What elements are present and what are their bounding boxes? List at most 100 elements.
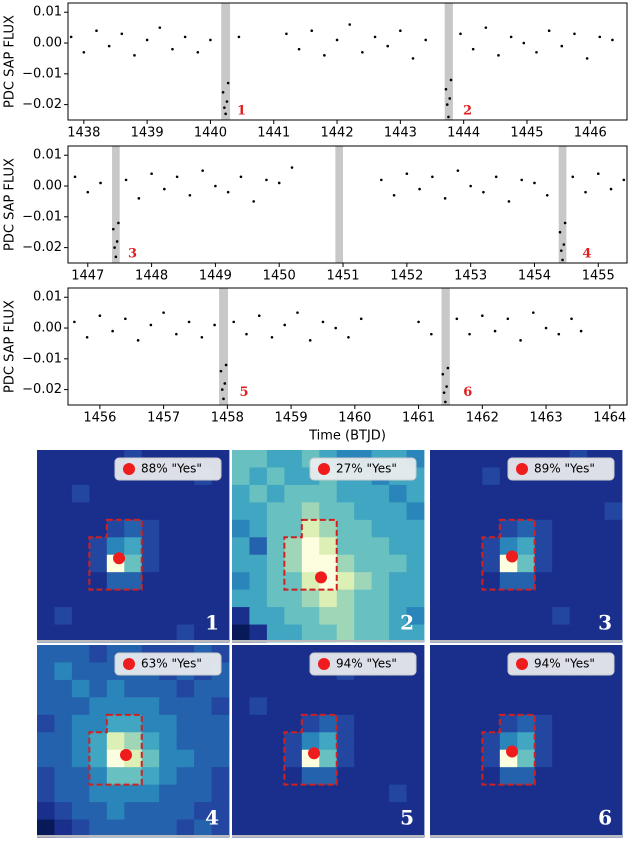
pixel <box>211 572 230 591</box>
x-tick-label: 1463 <box>530 411 563 426</box>
pixel <box>389 679 407 698</box>
image-label: 1 <box>205 611 219 635</box>
pixel <box>71 484 90 503</box>
pixel <box>232 767 250 786</box>
pixel <box>447 662 466 681</box>
pixel <box>336 519 355 538</box>
pixel <box>159 589 178 608</box>
pixel <box>354 484 373 503</box>
pixel <box>371 819 390 838</box>
legend-marker <box>516 463 528 475</box>
pixel <box>604 784 623 803</box>
pixel <box>336 697 355 716</box>
pixel <box>569 819 588 838</box>
pixel <box>124 802 143 820</box>
pixel <box>447 450 466 468</box>
x-axis-label: Time (BTJD) <box>308 429 386 444</box>
pixel <box>176 802 195 820</box>
pixel <box>249 537 268 556</box>
pixel <box>319 732 338 751</box>
pixel <box>159 572 178 591</box>
pixel <box>389 519 407 538</box>
pixel <box>37 784 55 803</box>
flux-point <box>163 187 166 191</box>
pixel <box>534 819 553 838</box>
flux-point <box>113 246 116 249</box>
pixel <box>406 714 425 733</box>
flux-point <box>297 47 301 51</box>
pixel <box>430 679 448 698</box>
pixel <box>336 589 355 608</box>
flux-point <box>171 47 174 51</box>
pixel <box>499 802 518 820</box>
pixel <box>482 749 501 768</box>
pixel <box>604 697 623 716</box>
pixel <box>71 607 90 625</box>
pixel <box>37 589 55 608</box>
image-label: 3 <box>598 611 612 635</box>
pixel <box>587 749 605 768</box>
pixel <box>54 554 73 573</box>
pixel <box>552 589 571 608</box>
pixel <box>430 467 448 486</box>
centroid <box>120 748 133 761</box>
pixel <box>587 819 605 838</box>
pixel <box>499 484 518 503</box>
flux-point <box>149 323 153 327</box>
pixel <box>354 802 373 820</box>
flux-point <box>111 329 114 333</box>
pixel <box>232 537 250 556</box>
pixel <box>517 679 536 698</box>
pixel <box>319 607 338 625</box>
pixel <box>176 502 195 521</box>
pixel <box>266 819 285 838</box>
flux-point <box>417 320 420 324</box>
pixel <box>37 749 55 768</box>
pixel <box>211 607 230 625</box>
pixel-image: 27% "Yes" 2 <box>232 450 425 643</box>
flux-point <box>69 35 73 39</box>
pixel <box>106 679 125 698</box>
pixel <box>159 537 178 556</box>
pixel <box>430 767 448 786</box>
pixel <box>106 767 125 786</box>
pixel <box>447 467 466 486</box>
flux-point <box>405 172 409 176</box>
pixel <box>534 502 553 521</box>
y-tick-label: 0.01 <box>33 148 62 163</box>
flux-point <box>296 311 299 314</box>
pixel <box>336 502 355 521</box>
pixel <box>569 589 588 608</box>
pixel <box>552 802 571 820</box>
image-label: 6 <box>598 806 612 830</box>
pixel <box>141 784 160 803</box>
pixel <box>336 624 355 643</box>
pixel <box>569 784 588 803</box>
flux-point <box>469 184 472 188</box>
pixel <box>284 784 303 803</box>
pixel <box>354 819 373 838</box>
pixel <box>54 624 73 643</box>
flux-point <box>447 115 450 119</box>
pixel <box>54 732 73 751</box>
flux-point <box>321 320 325 324</box>
pixel <box>517 819 536 838</box>
x-tick-label: 1448 <box>135 269 168 284</box>
flux-point <box>158 26 162 29</box>
pixel <box>141 697 160 716</box>
pixel <box>354 554 373 573</box>
pixel <box>430 484 448 503</box>
legend-marker <box>123 463 135 475</box>
y-tick-label: −0.02 <box>22 240 62 255</box>
flux-point <box>175 175 179 179</box>
pixel <box>319 784 338 803</box>
pixel <box>552 624 571 643</box>
pixel <box>430 662 448 681</box>
pixel <box>534 697 553 716</box>
flux-point <box>520 178 524 182</box>
pixel <box>89 467 108 486</box>
pixel <box>552 819 571 838</box>
pixel <box>37 679 55 698</box>
flux-point <box>380 178 383 182</box>
pixel <box>249 624 268 643</box>
